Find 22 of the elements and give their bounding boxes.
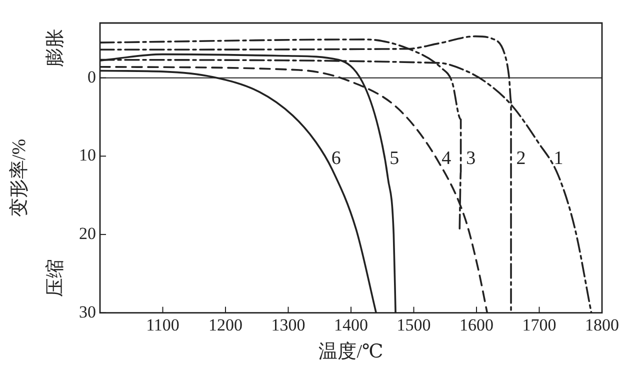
series-label: 5 [390, 148, 400, 170]
x-tick-label: 1400 [334, 315, 368, 334]
x-tick-label: 1300 [271, 315, 306, 334]
x-tick-label: 1600 [460, 315, 494, 334]
series-label: 4 [442, 148, 452, 170]
x-tick-label: 1800 [585, 315, 619, 334]
x-tick-label: 1500 [396, 315, 431, 334]
x-tick-label: 1100 [146, 315, 180, 334]
series-label: 3 [466, 148, 476, 170]
y-tick-label: 30 [79, 302, 96, 322]
y-tick-label: 0 [88, 67, 96, 86]
series-label: 1 [554, 148, 564, 170]
text: 压缩 [44, 258, 66, 297]
series-label: 6 [331, 148, 341, 170]
y-axis-title: 变形率/% [8, 138, 30, 217]
x-axis-title: 温度/℃ [318, 340, 384, 363]
series-label: 2 [516, 148, 526, 170]
x-tick-label: 1700 [522, 315, 556, 334]
y-tick-label: 10 [79, 146, 96, 165]
x-tick-label: 1200 [208, 315, 242, 334]
y-tick-label: 20 [79, 224, 96, 243]
text: 膨胀 [44, 29, 66, 67]
